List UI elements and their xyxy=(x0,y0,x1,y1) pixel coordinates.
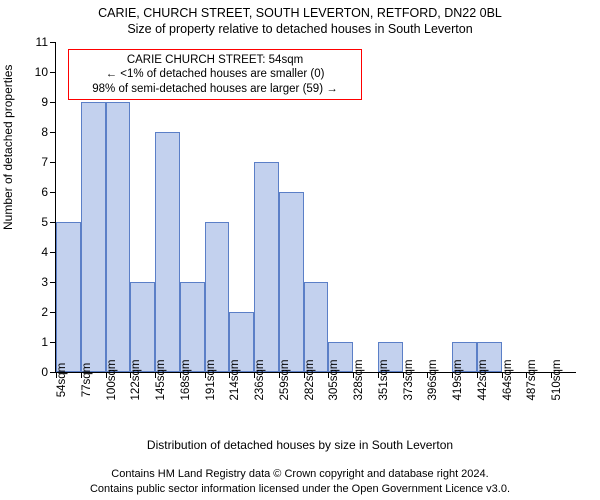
y-tick xyxy=(50,42,56,43)
bar xyxy=(106,102,131,372)
y-tick-label: 7 xyxy=(41,155,48,169)
bar xyxy=(155,132,180,372)
y-tick-label: 6 xyxy=(41,185,48,199)
y-tick xyxy=(50,132,56,133)
y-tick-label: 2 xyxy=(41,305,48,319)
x-tick-label: 168sqm xyxy=(180,360,192,401)
y-tick-label: 5 xyxy=(41,215,48,229)
footer-text: Contains HM Land Registry data © Crown c… xyxy=(0,467,600,496)
x-tick-label: 510sqm xyxy=(551,360,563,401)
x-tick-label: 419sqm xyxy=(452,360,464,401)
x-tick-label: 328sqm xyxy=(353,360,365,401)
y-tick-label: 0 xyxy=(41,365,48,379)
x-tick-label: 214sqm xyxy=(229,360,241,401)
x-axis-label: Distribution of detached houses by size … xyxy=(0,438,600,452)
x-tick-label: 464sqm xyxy=(502,360,514,401)
x-tick-label: 236sqm xyxy=(254,360,266,401)
x-tick-label: 442sqm xyxy=(477,360,489,401)
bar xyxy=(205,222,230,372)
x-tick-label: 259sqm xyxy=(279,360,291,401)
annotation-line2: ← <1% of detached houses are smaller (0) xyxy=(75,67,355,81)
chart-container: CARIE, CHURCH STREET, SOUTH LEVERTON, RE… xyxy=(0,0,600,500)
x-tick-label: 487sqm xyxy=(526,360,538,401)
y-tick-label: 4 xyxy=(41,245,48,259)
y-tick xyxy=(50,72,56,73)
footer-line1: Contains HM Land Registry data © Crown c… xyxy=(0,467,600,481)
x-tick-label: 145sqm xyxy=(155,360,167,401)
y-tick xyxy=(50,102,56,103)
annotation-box: CARIE CHURCH STREET: 54sqm ← <1% of deta… xyxy=(68,49,362,100)
bar xyxy=(130,282,155,372)
chart-title-line1: CARIE, CHURCH STREET, SOUTH LEVERTON, RE… xyxy=(0,6,600,20)
x-tick-label: 305sqm xyxy=(328,360,340,401)
x-tick-label: 351sqm xyxy=(378,360,390,401)
x-tick-label: 373sqm xyxy=(403,360,415,401)
y-tick-label: 3 xyxy=(41,275,48,289)
x-tick-label: 54sqm xyxy=(56,363,68,398)
annotation-line3: 98% of semi-detached houses are larger (… xyxy=(75,82,355,96)
x-tick-label: 77sqm xyxy=(81,363,93,398)
y-tick-label: 11 xyxy=(36,35,48,49)
bar xyxy=(180,282,205,372)
bar xyxy=(56,222,81,372)
y-tick-label: 8 xyxy=(41,125,48,139)
y-tick xyxy=(50,192,56,193)
annotation-line1: CARIE CHURCH STREET: 54sqm xyxy=(75,53,355,67)
chart-title-line2: Size of property relative to detached ho… xyxy=(0,22,600,36)
y-axis-label: Number of detached properties xyxy=(1,65,15,230)
x-tick-label: 100sqm xyxy=(106,360,118,401)
x-tick-label: 191sqm xyxy=(205,360,217,401)
y-tick-label: 1 xyxy=(41,335,48,349)
bar xyxy=(81,102,106,372)
bar xyxy=(279,192,304,372)
x-tick-label: 122sqm xyxy=(130,360,142,401)
footer-line2: Contains public sector information licen… xyxy=(0,482,600,496)
bar xyxy=(304,282,329,372)
bar xyxy=(254,162,279,372)
x-tick-label: 396sqm xyxy=(427,360,439,401)
x-tick-label: 282sqm xyxy=(304,360,316,401)
y-tick-label: 9 xyxy=(41,95,48,109)
y-tick xyxy=(50,162,56,163)
y-tick-label: 10 xyxy=(35,65,48,79)
